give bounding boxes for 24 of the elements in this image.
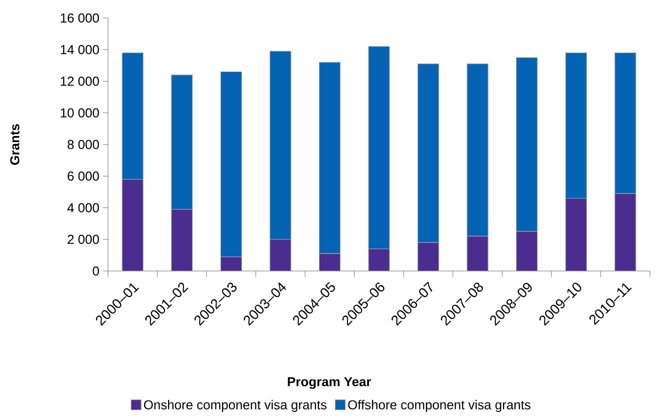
- legend-label: Offshore component visa grants: [348, 400, 530, 412]
- bar: [171, 209, 193, 271]
- y-axis-title: Grants: [10, 124, 20, 165]
- y-tick-label: 4 000: [67, 203, 99, 212]
- y-tick-label: 12 000: [60, 76, 99, 86]
- y-tick-label: 2 000: [68, 234, 99, 244]
- bar: [318, 253, 341, 271]
- y-tick-label: 16 000: [60, 13, 99, 23]
- legend-label: Onshore component visa grants: [144, 400, 326, 412]
- y-tick-label: 0: [92, 266, 99, 276]
- bar: [565, 198, 587, 271]
- y-tick-label: 14 000: [60, 45, 99, 54]
- x-axis-title: Program Year: [288, 377, 372, 389]
- bar: [122, 178, 144, 271]
- bar: [220, 256, 242, 271]
- bar: [516, 231, 538, 271]
- y-tick-label: 6 000: [68, 172, 99, 181]
- bar: [466, 236, 488, 271]
- bar: [614, 193, 636, 271]
- bar: [417, 242, 440, 271]
- y-tick-label: 10 000: [60, 108, 99, 118]
- bar: [270, 239, 292, 271]
- bar: [368, 248, 390, 271]
- y-tick-label: 8 000: [68, 140, 99, 150]
